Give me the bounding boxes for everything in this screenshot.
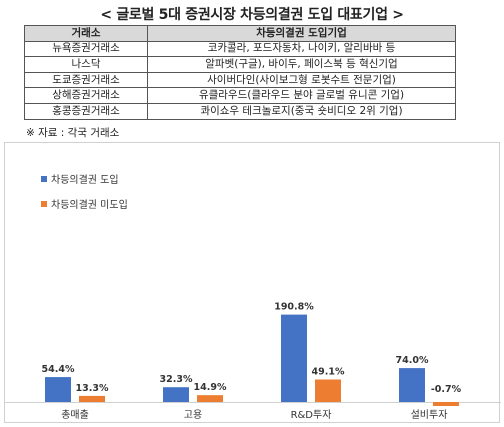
column-header-exchange: 거래소 bbox=[24, 25, 148, 42]
bar-not-adopted bbox=[197, 395, 223, 402]
table-row: 상해증권거래소 유클라우드(클라우드 분야 글로벌 유니콘 기업) bbox=[24, 87, 456, 104]
legend-label: 차등의결권 미도입 bbox=[51, 198, 128, 211]
chart-area: 54.4% 13.3% 총매출 32.3% 14.9% 고용 190.8% 49.1% R&D투… bbox=[4, 142, 501, 423]
column-header-companies: 차등의결권 도입기업 bbox=[147, 25, 456, 42]
exchange-cell: 나스닥 bbox=[24, 56, 148, 73]
bar-adopted bbox=[45, 377, 71, 402]
category-label: 설비투자 bbox=[411, 409, 448, 421]
data-label: 54.4% bbox=[42, 364, 75, 375]
table-row: 나스닥 알파벳(구글), 바이두, 페이스북 등 혁신기업 bbox=[24, 56, 456, 73]
companies-cell: 알파벳(구글), 바이두, 페이스북 등 혁신기업 bbox=[147, 56, 456, 73]
data-label: 14.9% bbox=[194, 382, 227, 393]
data-label: 74.0% bbox=[396, 355, 429, 366]
exchange-cell: 뉴욕증권거래소 bbox=[24, 40, 148, 58]
legend-label: 차등의결권 도입 bbox=[51, 173, 119, 186]
bar-adopted bbox=[281, 314, 307, 402]
data-label: 13.3% bbox=[76, 383, 109, 394]
legend-swatch-adopted bbox=[41, 176, 47, 182]
bar-adopted bbox=[399, 368, 425, 402]
companies-cell: 콰이쇼우 테크놀로지(중국 숏비디오 2위 기업) bbox=[147, 102, 456, 120]
data-label: 49.1% bbox=[312, 367, 345, 378]
adoption-table: 거래소 차등의결권 도입기업 뉴욕증권거래소 코카콜라, 포드자동차, 나이키,… bbox=[24, 25, 456, 120]
bar-not-adopted bbox=[79, 395, 105, 402]
exchange-cell: 홍콩증권거래소 bbox=[24, 102, 148, 120]
category-label: 고용 bbox=[184, 409, 202, 421]
companies-cell: 사이버다인(사이보그형 로봇수트 전문기업) bbox=[147, 71, 456, 89]
table-row: 도쿄증권거래소 사이버다인(사이보그형 로봇수트 전문기업) bbox=[24, 71, 456, 89]
table-row: 홍콩증권거래소 콰이쇼우 테크놀로지(중국 숏비디오 2위 기업) bbox=[24, 102, 456, 120]
companies-cell: 코카콜라, 포드자동차, 나이키, 알리바바 등 bbox=[147, 40, 456, 58]
bar-not-adopted bbox=[315, 379, 341, 402]
data-label: 32.3% bbox=[160, 374, 193, 385]
source-note: ※ 자료 : 각국 거래소 bbox=[26, 127, 120, 139]
data-label: 190.8% bbox=[274, 302, 314, 313]
data-label: -0.7% bbox=[431, 384, 462, 395]
companies-cell: 유클라우드(클라우드 분야 글로벌 유니콘 기업) bbox=[147, 87, 456, 104]
exchange-cell: 상해증권거래소 bbox=[24, 87, 148, 104]
table-header-row: 거래소 차등의결권 도입기업 bbox=[24, 25, 456, 42]
page-title: < 글로벌 5대 증권시장 차등의결권 도입 대표기업 > bbox=[100, 7, 404, 23]
category-label: R&D투자 bbox=[291, 409, 332, 421]
bar-not-adopted bbox=[433, 402, 459, 406]
exchange-cell: 도쿄증권거래소 bbox=[24, 71, 148, 89]
legend-swatch-not-adopted bbox=[41, 201, 47, 207]
bar-adopted bbox=[163, 387, 189, 402]
bar-chart: 54.4%13.3% 총매출 32.3%14.9% 고용 190.8% 49.1% R&D투… bbox=[5, 173, 501, 421]
category-label: 총매출 bbox=[61, 409, 89, 421]
table-row: 뉴욕증권거래소 코카콜라, 포드자동차, 나이키, 알리바바 등 bbox=[24, 40, 456, 58]
